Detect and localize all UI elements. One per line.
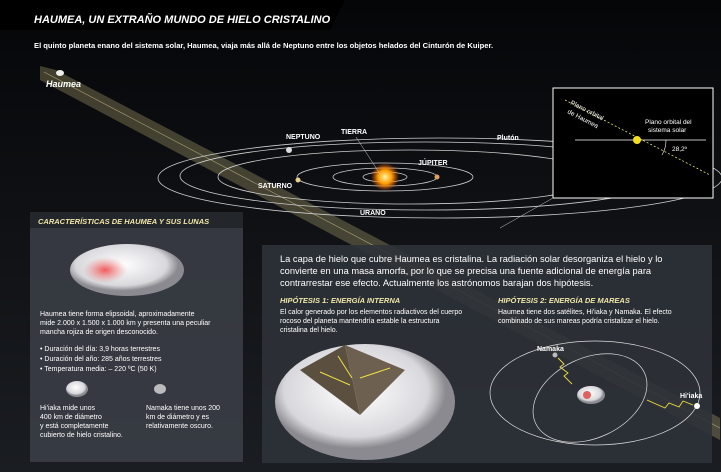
intro-3: contrarrestar ese efecto. Actualmente lo… [280, 278, 593, 288]
namaka-2: km de diámetro y es [146, 414, 210, 421]
angle-arc [661, 139, 667, 156]
red-spot [83, 257, 127, 283]
heat-arrows [319, 355, 391, 386]
haumea-dot [56, 70, 64, 76]
hiiaka-image [66, 381, 88, 397]
hyp1-text-3: cristalina del hielo. [280, 327, 338, 334]
neptuno-label: NEPTUNO [286, 134, 321, 141]
intro-2: convierte en una masa amorfa, por lo que… [280, 266, 652, 276]
urano-label: URANO [360, 210, 386, 217]
haumea-small-spot [583, 391, 591, 399]
hiiaka-orbit [489, 340, 701, 446]
tierra-pointer [355, 136, 381, 175]
solar-plane-label-2: sistema solar [648, 127, 687, 134]
description-3: mancha rojiza de origen desconocido. [40, 329, 158, 336]
hyp1-text-2: rocoso del planeta mantendría estable la… [280, 318, 440, 325]
hiiaka-3: y está completamente [40, 423, 109, 430]
namaka-image [154, 384, 166, 394]
hiiaka-2: 400 km de diámetro [40, 414, 102, 421]
inset-box [552, 87, 714, 199]
arrow [337, 355, 353, 379]
hiiaka-dot [694, 403, 700, 409]
hiiaka-1: Hi'iaka mide unos [40, 405, 96, 412]
namaka-dot [552, 352, 558, 358]
neptune [286, 147, 292, 153]
title: HAUMEA, UN EXTRAÑO MUNDO DE HIELO CRISTA… [34, 13, 331, 26]
namaka-orbit [532, 353, 648, 443]
left-panel-title: CARACTERÍSTICAS DE HAUMEA Y SUS LUNAS [38, 217, 209, 226]
sun [371, 163, 399, 191]
fact-3: • Temperatura media: – 220 ºC (50 K) [40, 366, 157, 373]
pluton-label: Plutón [497, 135, 519, 142]
subtitle: El quinto planeta enano del sistema sola… [34, 41, 493, 50]
hiiaka-tide [646, 399, 694, 409]
pluto-orbit [157, 137, 721, 219]
cutaway-core [300, 345, 360, 415]
title-band [0, 0, 345, 30]
namaka-tide [557, 357, 573, 385]
tierra-label: TIERRA [341, 129, 367, 136]
description-2: mide 2.000 x 1.500 x 1.000 km y presenta… [40, 320, 211, 327]
haumea-label: Haumea [46, 79, 81, 89]
inset-pointer [499, 197, 554, 229]
inset-sun [633, 136, 641, 144]
cutaway-core-side [345, 345, 405, 415]
hyp2-title: HIPÓTESIS 2: ENERGÍA DE MAREAS [498, 296, 630, 305]
hiiaka-label: Hi'iaka [680, 393, 702, 400]
solar-plane-label-1: Plano orbital del [645, 119, 692, 126]
hyp2-text-1: Haumea tiene dos satélites, Hi'iaka y Na… [498, 309, 672, 316]
namaka-label: Namaka [537, 346, 564, 353]
fact-2: • Duración del año: 285 años terrestres [40, 356, 162, 363]
jupiter-label: JÚPITER [418, 158, 448, 167]
hiiaka-4: cubierto de hielo cristalino. [40, 432, 123, 439]
hyp1-text-1: El calor generado por los elementos radi… [280, 309, 462, 316]
namaka-1: Namaka tiene unos 200 [146, 405, 220, 412]
hyp2-text-2: combinado de sus mareas podría cristaliz… [498, 318, 660, 325]
hyp1-title: HIPÓTESIS 1: ENERGÍA INTERNA [280, 296, 400, 305]
fact-1: • Duración del día: 3,9 horas terrestres [40, 346, 160, 353]
left-panel-header [30, 212, 243, 228]
namaka-3: relativamente oscuro. [146, 423, 213, 430]
arrow [359, 367, 391, 379]
saturno-label: SATURNO [258, 183, 293, 190]
intro-1: La capa de hielo que cubre Haumea es cri… [280, 254, 662, 264]
angle-label: 28,2º [672, 146, 688, 153]
saturn [295, 177, 301, 183]
description-1: Haumea tiene forma elipsoidal, aproximad… [40, 311, 195, 318]
arrow [319, 371, 351, 386]
jupiter [434, 174, 440, 180]
